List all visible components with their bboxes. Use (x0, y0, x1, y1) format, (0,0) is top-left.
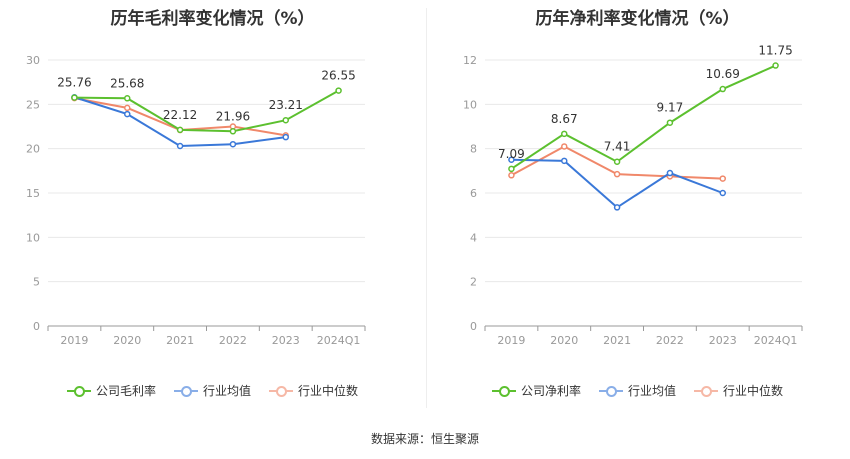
net-margin-legend: 公司净利率 行业均值 行业中位数 (425, 382, 850, 399)
legend-item-median[interactable]: 行业中位数 (269, 382, 358, 399)
y-tick-label: 30 (26, 54, 40, 67)
data-point-company (719, 85, 726, 93)
data-source-text: 数据来源：恒生聚源 (370, 432, 479, 446)
data-label: 11.75 (758, 44, 792, 58)
legend-line-marker-icon (66, 385, 91, 397)
data-point-avg (229, 140, 237, 148)
legend-item-company[interactable]: 公司毛利率 (66, 382, 156, 399)
data-point-company (71, 94, 78, 101)
y-tick-label: 2 (470, 276, 477, 289)
panel-divider (426, 8, 427, 408)
data-label: 10.69 (706, 67, 740, 81)
x-tick-label: 2019 (497, 334, 525, 347)
y-tick-label: 4 (470, 231, 477, 244)
data-point-company (124, 95, 131, 102)
data-point-company (335, 87, 342, 94)
data-point-avg (176, 142, 184, 150)
legend-label: 行业均值 (627, 384, 676, 398)
data-point-avg (124, 110, 131, 118)
data-point-company (176, 126, 184, 134)
data-point-avg (282, 133, 289, 141)
x-tick-label: 2023 (709, 334, 737, 347)
legend-label: 行业中位数 (298, 384, 359, 398)
data-label: 8.67 (551, 112, 578, 126)
data-label: 25.68 (110, 76, 144, 90)
series-line-company (74, 89, 340, 133)
legend-label: 公司毛利率 (95, 384, 156, 398)
series-line-avg (511, 158, 724, 209)
data-point-median (561, 143, 568, 150)
gross-margin-plot: 0 5 10 15 20 25 30 2019 2020 2021 2022 2023 2024Q1 25… (26, 54, 366, 347)
gross-margin-legend: 公司毛利率 行业均值 行业中位数 (0, 382, 425, 399)
x-tick-label: 2022 (656, 334, 684, 347)
data-point-avg (508, 156, 515, 163)
data-point-company (508, 165, 515, 173)
data-label: 23.21 (269, 98, 303, 112)
y-tick-label: 10 (463, 98, 477, 111)
data-point-company (613, 158, 621, 165)
legend-item-company[interactable]: 公司净利率 (491, 382, 581, 399)
net-margin-plot: 0 2 4 6 8 10 12 2019 2020 2021 2022 2023 2024Q1 7.09 8… (463, 44, 803, 347)
legend-label: 公司净利率 (520, 384, 581, 398)
data-point-avg (719, 189, 726, 197)
legend-line-marker-icon (173, 385, 198, 397)
x-tick-label: 2019 (60, 334, 88, 347)
data-point-company (229, 128, 237, 135)
data-point-avg (561, 157, 568, 165)
y-tick-label: 15 (26, 187, 40, 200)
data-point-avg (613, 204, 621, 211)
legend-item-avg[interactable]: 行业均值 (173, 382, 251, 399)
data-label: 26.55 (321, 69, 355, 83)
data-label: 7.09 (498, 147, 525, 161)
x-tick-label: 2021 (603, 334, 631, 347)
y-tick-label: 0 (33, 320, 40, 333)
legend-label: 行业中位数 (723, 384, 784, 398)
y-tick-label: 25 (26, 98, 40, 111)
x-tick-label: 2023 (272, 334, 300, 347)
legend-item-median[interactable]: 行业中位数 (694, 382, 783, 399)
chart-title: 历年净利率变化情况（%） (535, 9, 740, 29)
data-point-company (772, 62, 779, 69)
legend-line-marker-icon (598, 385, 623, 397)
data-point-company (666, 119, 674, 126)
x-tick-label: 2020 (113, 334, 141, 347)
legend-item-avg[interactable]: 行业均值 (598, 382, 676, 399)
legend-line-marker-icon (269, 385, 293, 397)
data-label: 21.96 (216, 109, 250, 123)
y-tick-label: 5 (33, 276, 40, 289)
data-point-company (282, 116, 289, 124)
legend-line-marker-icon (491, 385, 516, 397)
y-tick-label: 12 (463, 54, 477, 67)
series-line-company (510, 64, 776, 170)
net-margin-chart: 历年净利率变化情况（%） 0 2 4 6 8 10 12 2019 2020 2021 2022 20… (425, 0, 850, 420)
data-label: 25.76 (57, 76, 91, 90)
data-point-median (613, 170, 621, 178)
data-label: 9.17 (657, 101, 684, 115)
y-tick-label: 10 (26, 231, 40, 244)
y-tick-label: 0 (470, 320, 477, 333)
data-point-median (719, 175, 726, 182)
x-tick-label: 2020 (550, 334, 578, 347)
y-tick-label: 8 (470, 143, 477, 156)
data-point-median (508, 172, 515, 179)
x-tick-label: 2021 (166, 334, 194, 347)
chart-title: 历年毛利率变化情况（%） (110, 9, 315, 29)
data-point-company (561, 130, 568, 138)
gross-margin-chart: 历年毛利率变化情况（%） 0 5 10 15 20 25 30 2019 2020 2021 202… (0, 0, 425, 420)
data-label: 22.12 (163, 108, 197, 122)
x-tick-label: 2024Q1 (754, 334, 798, 347)
legend-label: 行业均值 (202, 384, 251, 398)
data-point-avg (666, 169, 674, 177)
y-tick-label: 6 (470, 187, 477, 200)
y-tick-label: 20 (26, 143, 40, 156)
x-tick-label: 2024Q1 (317, 334, 361, 347)
data-label: 7.41 (604, 140, 631, 154)
legend-line-marker-icon (694, 385, 718, 397)
data-point-median (124, 104, 131, 112)
x-tick-label: 2022 (219, 334, 247, 347)
